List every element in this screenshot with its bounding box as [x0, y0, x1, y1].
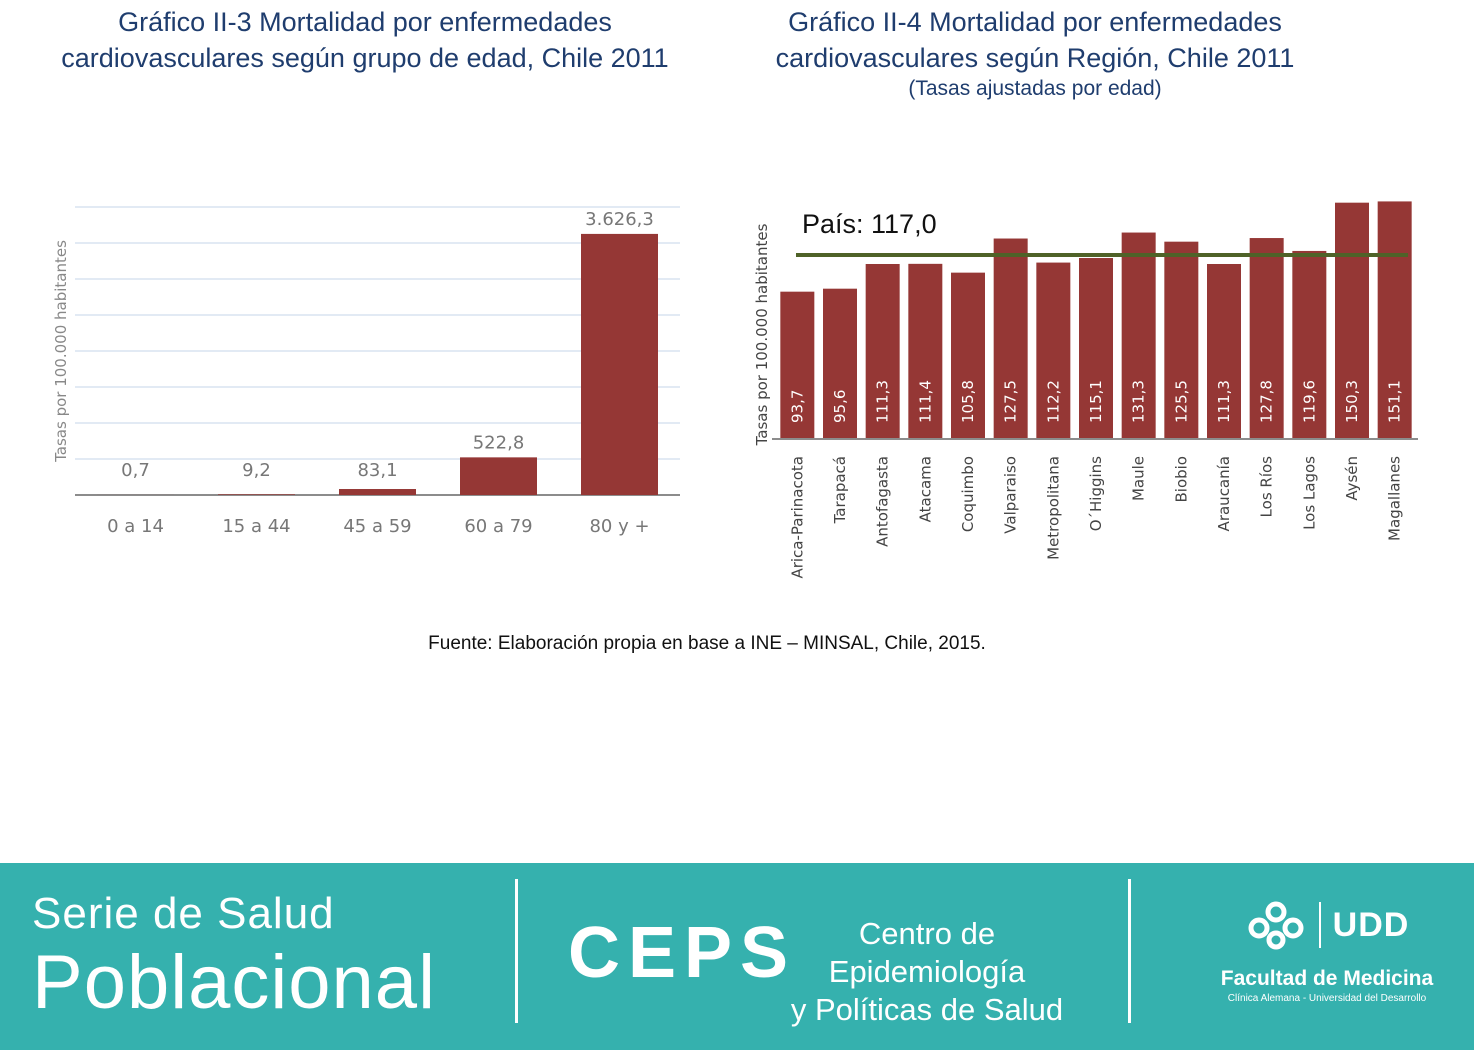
bar-11: [1249, 238, 1284, 439]
x-tick-label-6: Metropolitana: [1044, 456, 1062, 560]
bar-3: [460, 457, 537, 495]
chart2-subtitle: (Tasas ajustadas por edad): [908, 77, 1162, 100]
bar-8: [1121, 232, 1156, 439]
x-tick-label-2: Antofagasta: [874, 456, 892, 547]
series-title-line1: Serie de Salud: [32, 889, 335, 938]
bar-10: [1207, 263, 1241, 439]
bar-13: [1335, 202, 1369, 439]
bar-6: [1036, 262, 1071, 439]
x-tick-label-1: 15 a 44: [222, 516, 290, 537]
data-label-5: 127,5: [1002, 380, 1020, 423]
reference-line-label: País: 117,0: [802, 209, 937, 239]
y-axis-label: Tasas por 100.000 habitantes: [52, 240, 70, 463]
bar-4: [951, 272, 985, 439]
ceps-desc-line1: Centro de Epidemiología: [828, 916, 1026, 989]
data-label-4: 3.626,3: [585, 209, 654, 230]
data-label-1: 9,2: [242, 460, 271, 481]
bar-2: [865, 263, 900, 439]
bar-7: [1079, 258, 1113, 439]
udd-logo-block: UDD Facultad de Medicina Clínica Alemana…: [1212, 899, 1442, 1004]
series-title-line2: Poblacional: [32, 940, 436, 1025]
ceps-description: Centro de Epidemiología y Políticas de S…: [782, 915, 1072, 1029]
x-tick-label-0: Arica-Parinacota: [788, 456, 806, 579]
data-label-9: 125,5: [1172, 380, 1190, 423]
x-tick-label-10: Araucanía: [1215, 456, 1233, 531]
data-label-2: 111,3: [874, 380, 892, 423]
logo-icons-row: UDD: [1212, 899, 1442, 951]
bar-1: [218, 494, 295, 495]
ceps-logo-text: CEPS: [568, 913, 797, 993]
data-label-0: 0,7: [121, 460, 150, 481]
logo-separator: [1318, 902, 1321, 948]
clinica-alemana-icon: [1248, 901, 1304, 950]
chart1-title: Gráfico II-3 Mortalidad por enfermedades…: [30, 4, 700, 76]
footer-banner: Serie de Salud Poblacional CEPS Centro d…: [0, 863, 1474, 1050]
x-tick-label-4: 80 y +: [589, 516, 649, 537]
chart1-title-line1: Gráfico II-3 Mortalidad por enfermedades: [118, 7, 612, 37]
data-label-13: 150,3: [1343, 380, 1361, 423]
x-tick-label-14: Magallanes: [1386, 456, 1404, 541]
data-label-12: 119,6: [1300, 380, 1318, 423]
footer-divider-right: [1128, 879, 1131, 1023]
data-label-0: 93,7: [788, 390, 806, 423]
bar-12: [1292, 250, 1327, 439]
faculty-name: Facultad de Medicina: [1220, 967, 1434, 990]
chart2-title-line2: cardiovasculares según Región, Chile 201…: [775, 43, 1295, 73]
bar-3: [908, 263, 943, 439]
data-label-6: 112,2: [1044, 380, 1062, 423]
x-tick-label-5: Valparaiso: [1002, 456, 1020, 534]
y-axis-label: Tasas por 100.000 habitantes: [753, 223, 771, 446]
data-label-4: 105,8: [959, 380, 977, 423]
bar-2: [339, 489, 416, 495]
x-tick-label-9: Biobio: [1172, 456, 1190, 503]
data-label-3: 111,4: [916, 380, 934, 423]
bar-0: [780, 291, 815, 439]
bar-5: [993, 238, 1028, 439]
bar-4: [581, 233, 658, 495]
udd-logo-text: UDD: [1332, 905, 1410, 944]
x-tick-label-0: 0 a 14: [107, 516, 164, 537]
x-tick-label-13: Aysén: [1343, 456, 1361, 501]
bar-14: [1377, 201, 1412, 439]
footer-divider-left: [515, 879, 518, 1023]
data-label-3: 522,8: [473, 432, 525, 453]
chart1-title-line2: cardiovasculares según grupo de edad, Ch…: [61, 43, 669, 73]
data-label-10: 111,3: [1215, 380, 1233, 423]
data-label-2: 83,1: [357, 460, 397, 481]
x-tick-label-3: Atacama: [916, 456, 934, 522]
age-group-bar-chart: 0,7 0 a 14 9,2 15 a 44 83,1 45 a 59 522,8 60 a …: [52, 206, 680, 537]
data-label-1: 95,6: [831, 390, 849, 423]
faculty-subtitle: Clínica Alemana - Universidad del Desarr…: [1227, 993, 1427, 1004]
x-tick-label-4: Coquimbo: [959, 456, 977, 532]
bar-9: [1164, 241, 1199, 439]
x-tick-label-2: 45 a 59: [343, 516, 411, 537]
x-tick-label-7: O´Higgins: [1087, 456, 1105, 531]
x-tick-label-3: 60 a 79: [464, 516, 532, 537]
ceps-desc-line2: y Políticas de Salud: [790, 992, 1064, 1027]
data-label-11: 127,8: [1258, 380, 1276, 423]
data-label-8: 131,3: [1130, 380, 1148, 423]
x-tick-label-11: Los Ríos: [1258, 456, 1276, 518]
x-tick-label-12: Los Lagos: [1300, 456, 1318, 530]
chart2-title: Gráfico II-4 Mortalidad por enfermedades…: [735, 4, 1335, 102]
region-bar-chart: 93,7 Arica-Parinacota 95,6 Tarapacá 111,3 Ant…: [753, 201, 1418, 579]
data-label-7: 115,1: [1087, 380, 1105, 423]
source-note: Fuente: Elaboración propia en base a INE…: [428, 633, 986, 654]
chart2-title-line1: Gráfico II-4 Mortalidad por enfermedades: [788, 7, 1282, 37]
x-tick-label-8: Maule: [1130, 456, 1148, 501]
data-label-14: 151,1: [1386, 380, 1404, 423]
x-tick-label-1: Tarapacá: [831, 456, 849, 524]
bar-1: [823, 288, 857, 439]
